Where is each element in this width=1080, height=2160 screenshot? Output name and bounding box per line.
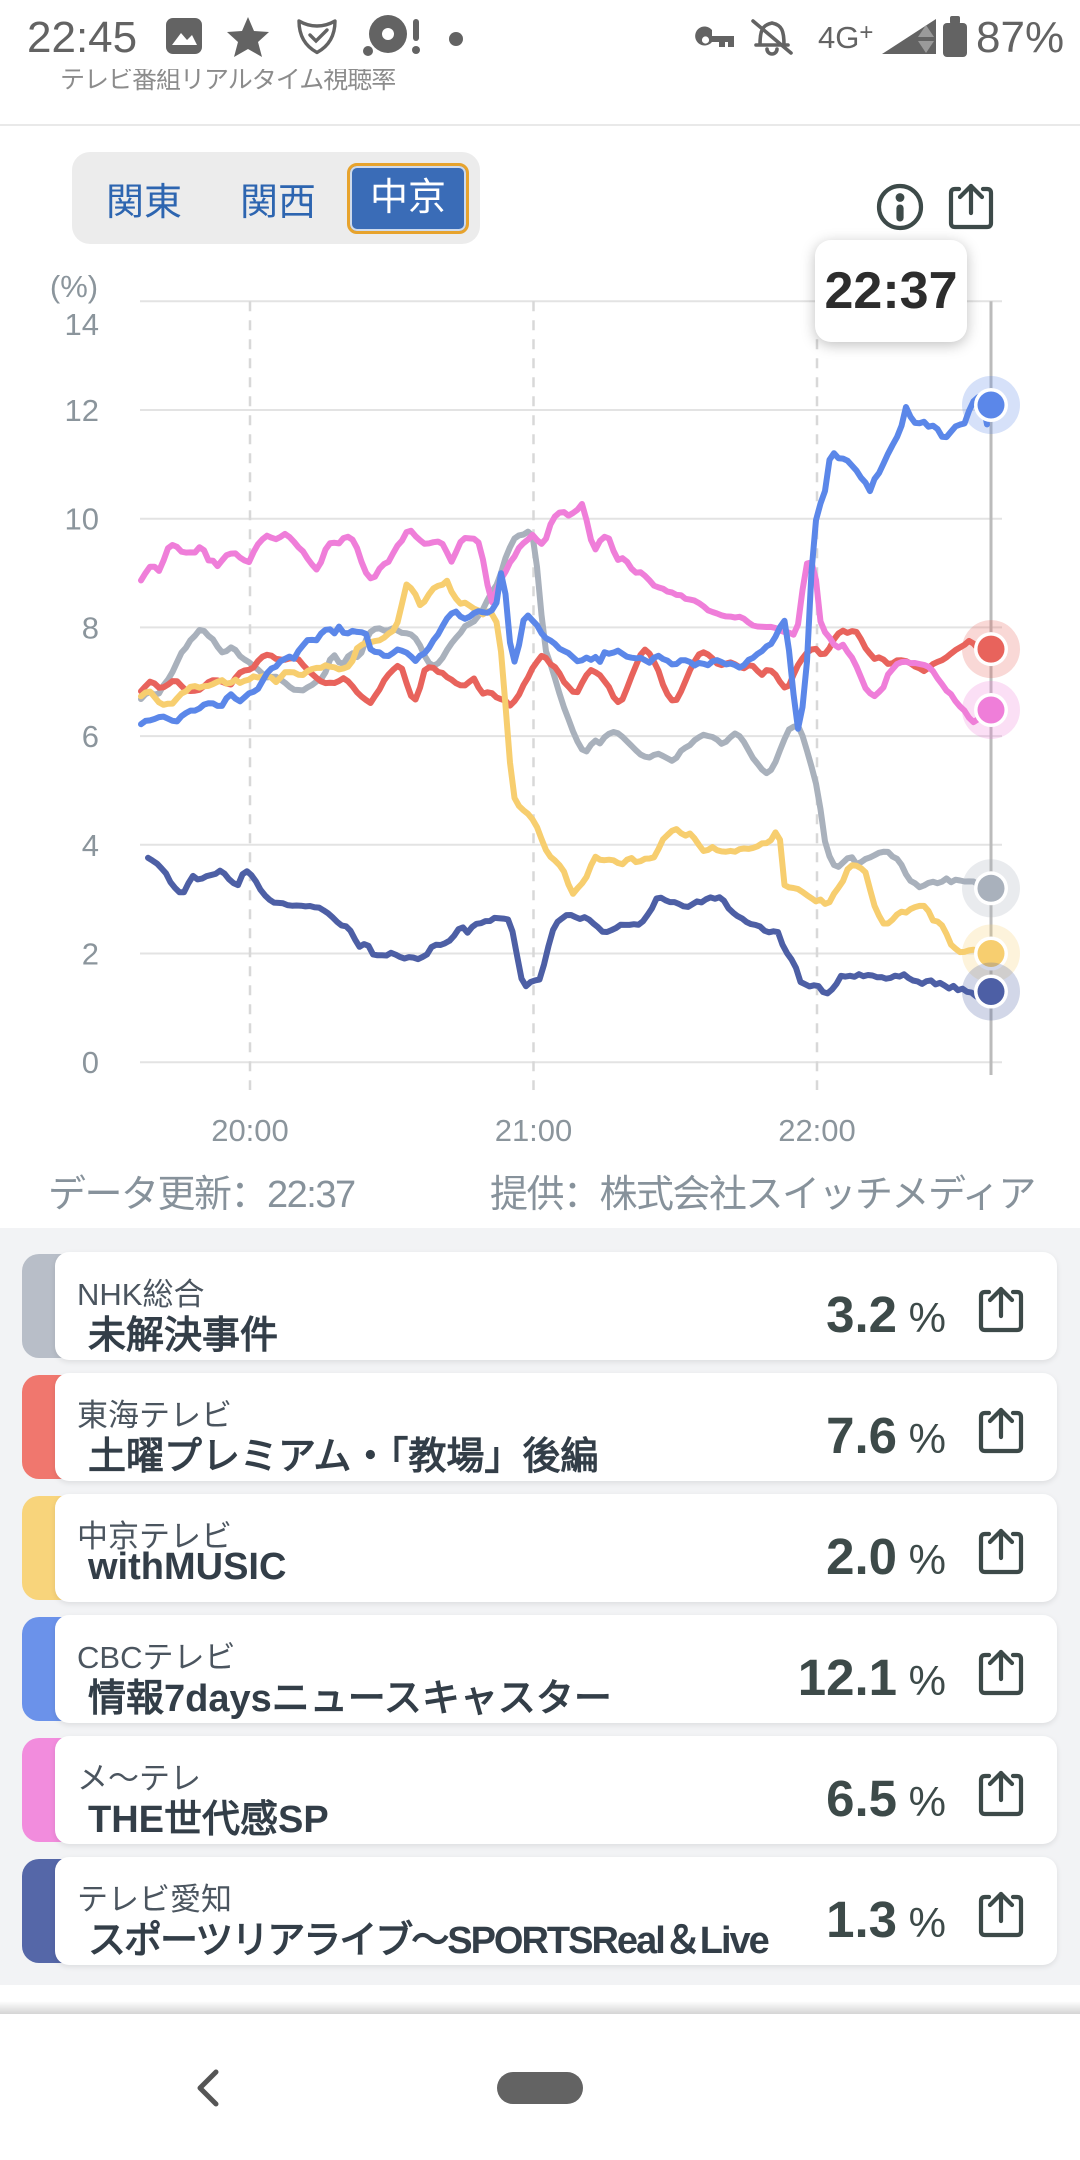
svg-text:20:00: 20:00 <box>211 1113 289 1148</box>
svg-text:4: 4 <box>82 828 99 863</box>
svg-text:2: 2 <box>82 937 99 972</box>
svg-text:(%): (%) <box>50 269 98 304</box>
svg-text:14: 14 <box>65 307 99 342</box>
svg-text:0: 0 <box>82 1045 99 1080</box>
svg-text:6: 6 <box>82 719 99 754</box>
svg-text:21:00: 21:00 <box>495 1113 573 1148</box>
svg-text:10: 10 <box>65 502 99 537</box>
svg-text:8: 8 <box>82 610 99 645</box>
svg-text:22:00: 22:00 <box>778 1113 856 1148</box>
svg-text:12: 12 <box>65 393 99 428</box>
